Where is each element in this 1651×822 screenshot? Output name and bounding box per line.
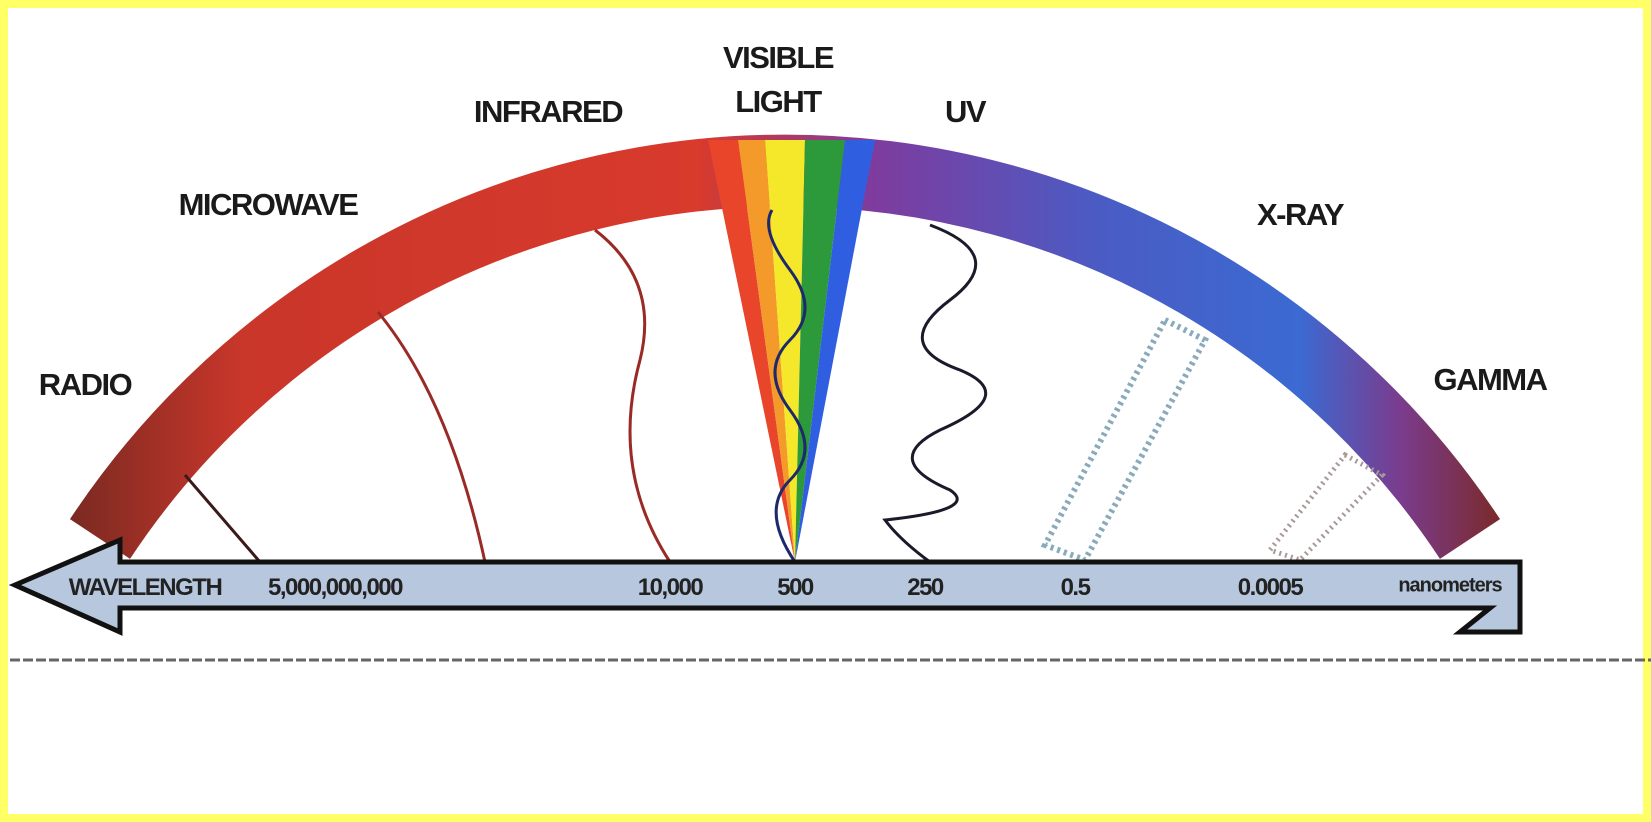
axis-label: 500 — [777, 574, 813, 602]
axis-label: 0.0005 — [1238, 574, 1302, 602]
band-label: MICROWAVE — [179, 183, 358, 227]
axis-unit: nanometers — [1398, 575, 1501, 598]
axis-label: 5,000,000,000 — [268, 574, 402, 602]
band-label: INFRARED — [474, 90, 622, 134]
page: RADIO MICROWAVE INFRARED VISIBLE LIGHT UV X-R… — [0, 0, 1651, 822]
band-label: GAMMA — [1433, 358, 1546, 402]
axis-label: 250 — [907, 574, 943, 602]
band-label: VISIBLE LIGHT — [713, 36, 843, 124]
band-label: UV — [945, 90, 985, 134]
axis-label: 0.5 — [1061, 574, 1090, 602]
axis-label: 10,000 — [638, 574, 702, 602]
band-label: X-RAY — [1257, 193, 1343, 237]
band-label: RADIO — [39, 363, 131, 407]
axis-title: WAVELENGTH — [69, 574, 222, 602]
